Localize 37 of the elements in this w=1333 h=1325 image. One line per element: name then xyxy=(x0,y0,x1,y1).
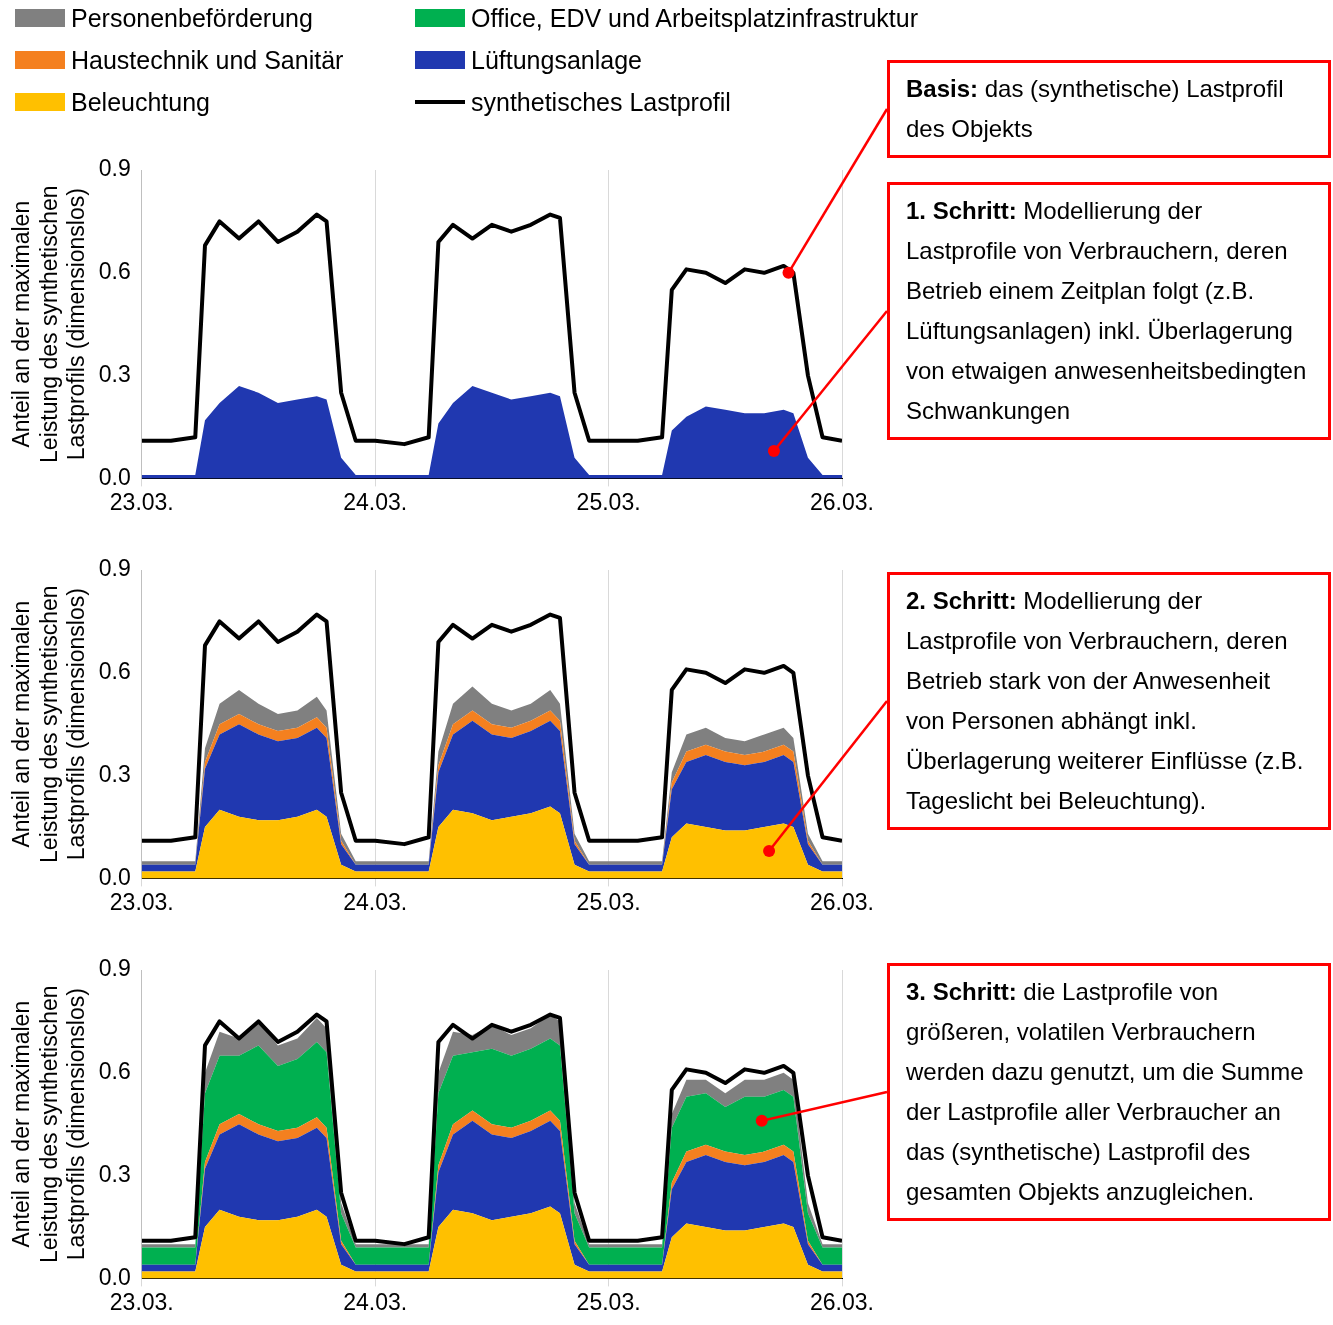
x-tick-label: 24.03. xyxy=(343,1288,408,1315)
y-tick-label: 0.3 xyxy=(98,1160,131,1187)
x-tick-label: 23.03. xyxy=(109,1288,174,1315)
y-tick-label: 0.0 xyxy=(98,1263,131,1290)
x-tick-label: 26.03. xyxy=(810,488,874,515)
y-tick-label: 0.0 xyxy=(98,463,131,490)
legend-label: Personenbeförderung xyxy=(71,3,313,33)
x-tick-label: 24.03. xyxy=(343,488,408,515)
y-tick-label: 0.6 xyxy=(98,258,131,285)
x-tick-label: 25.03. xyxy=(576,1288,641,1315)
y-tick-label: 0.6 xyxy=(98,658,131,685)
x-tick-label: 25.03. xyxy=(576,488,641,515)
legend-label: Haustechnik und Sanitär xyxy=(71,45,344,75)
y-tick-label: 0.6 xyxy=(98,1058,131,1085)
y-tick-label: 0.9 xyxy=(98,955,131,982)
x-tick-label: 25.03. xyxy=(576,888,641,915)
annotation: 3. Schritt: die Lastprofile von größeren, volatilen Verbrauchern werden dazu genutzt, um die Summe der Lastprofile aller Verbraucher an das (synthetische) Lastprofil des gesamten Objekts anzugleichen. xyxy=(887,963,1331,1221)
y-axis-title: Anteil an der maximalen Leistung des synthetischen Lastprofils (dimensionslos) xyxy=(8,985,90,1263)
legend-label: Beleuchtung xyxy=(71,87,211,117)
y-axis-title: Anteil an der maximalen Leistung des synthetischen Lastprofils (dimensionslos) xyxy=(8,585,90,863)
y-tick-label: 0.0 xyxy=(98,863,131,890)
y-tick-label: 0.3 xyxy=(98,760,131,787)
x-tick-label: 26.03. xyxy=(810,1288,874,1315)
annotation: 2. Schritt: Modellierung der Lastprofile von Verbrauchern, deren Betrieb stark von der Anwesenheit von Personen abhängt inkl. Überlagerung weiterer Einflüsse (z.B. Tageslicht bei Beleuchtung). xyxy=(887,572,1331,830)
y-axis-title: Anteil an der maximalen Leistung des synthetischen Lastprofils (dimensionslos) xyxy=(8,185,90,463)
annotation: Basis: das (synthetische) Lastprofil des Objekts xyxy=(887,60,1331,158)
annotation: 1. Schritt: Modellierung der Lastprofile von Verbrauchern, deren Betrieb einem Zeitplan folgt (z.B. Lüftungsanlagen) inkl. Überlagerung von etwaigen anwesenheitsbedingten Schwankungen xyxy=(887,182,1331,440)
legend-label: Office, EDV und Arbeitsplatzinfrastruktur xyxy=(471,3,918,33)
x-tick-label: 23.03. xyxy=(109,888,174,915)
x-tick-label: 23.03. xyxy=(109,488,174,515)
y-tick-label: 0.9 xyxy=(98,155,131,182)
y-tick-label: 0.9 xyxy=(98,555,131,582)
y-tick-label: 0.3 xyxy=(98,360,131,387)
legend-label: synthetisches Lastprofil xyxy=(471,87,731,117)
x-tick-label: 24.03. xyxy=(343,888,408,915)
legend-label: Lüftungsanlage xyxy=(471,45,642,75)
x-tick-label: 26.03. xyxy=(810,888,874,915)
